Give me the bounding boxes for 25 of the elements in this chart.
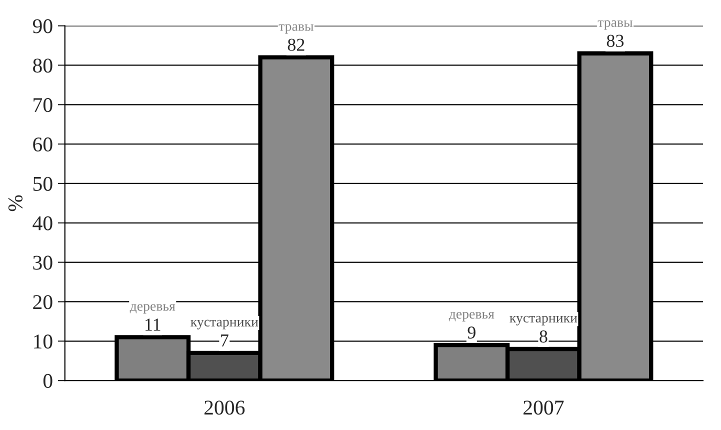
- y-tick-label: 10: [34, 334, 52, 349]
- y-tick-label: 30: [33, 256, 52, 270]
- data-label: 82: [288, 38, 304, 51]
- data-label: 11: [146, 318, 160, 331]
- data-label: 9: [468, 326, 476, 339]
- y-tick-label: 70: [34, 98, 52, 112]
- y-tick-label: 80: [33, 58, 52, 73]
- y-axis-title: %: [8, 195, 23, 212]
- y-tick-label: 0: [43, 374, 52, 388]
- x-tick-label: 2006: [204, 400, 245, 415]
- y-tick-label: 20: [33, 295, 52, 310]
- series-label: деревья: [130, 304, 176, 314]
- x-tick-label: 2007: [524, 400, 564, 415]
- text: травы: [278, 24, 314, 34]
- data-label: 8: [540, 330, 548, 343]
- text: кустарники: [190, 320, 258, 330]
- series-label: кустарники: [510, 316, 578, 326]
- y-tick-label: 40: [32, 216, 52, 230]
- y-tick-label: 50: [33, 176, 52, 191]
- y-tick-label: 90: [32, 19, 52, 34]
- data-label: 7: [221, 334, 228, 346]
- data-label: 83: [606, 34, 624, 47]
- y-tick-label: 60: [33, 137, 52, 152]
- text: деревья: [448, 312, 494, 322]
- series-label: травы: [598, 20, 633, 30]
